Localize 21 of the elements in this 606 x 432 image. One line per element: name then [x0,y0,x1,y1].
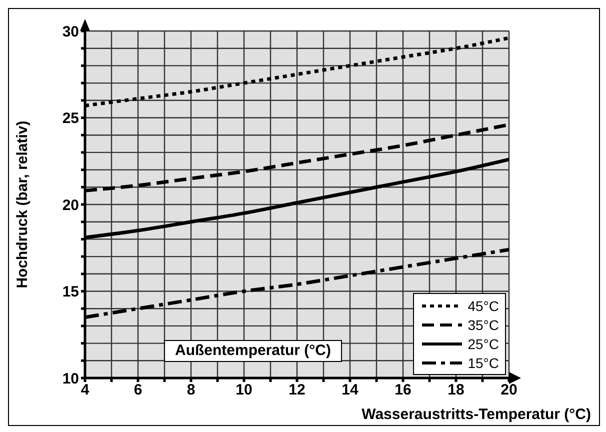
legend-label: 45°C [468,298,499,314]
x-tick-label: 6 [134,382,142,399]
x-tick-label: 10 [236,382,252,399]
x-tick-label: 18 [448,382,464,399]
x-tick-label: 8 [186,382,196,399]
y-axis-title: Hochdruck (bar, relativ) [14,120,31,288]
x-tick-label: 14 [342,382,359,399]
x-tick-label: 16 [394,382,412,399]
y-tick-label: 25 [62,110,79,128]
y-tick-label: 30 [62,23,79,40]
x-tick-label: 20 [500,382,518,399]
y-tick-label: 15 [62,284,79,301]
x-tick-label: 12 [288,382,306,399]
legend-title: Außentemperatur (°C) [164,340,342,362]
y-tick-label: 20 [62,196,79,214]
legend-label: 15°C [468,354,499,370]
x-axis-title: Wasseraustritts-Temperatur (°C) [362,406,591,423]
x-tick-label: 4 [80,382,90,399]
legend-label: 25°C [468,336,499,352]
legend-label: 35°C [468,316,499,332]
y-tick-label: 10 [62,370,79,388]
